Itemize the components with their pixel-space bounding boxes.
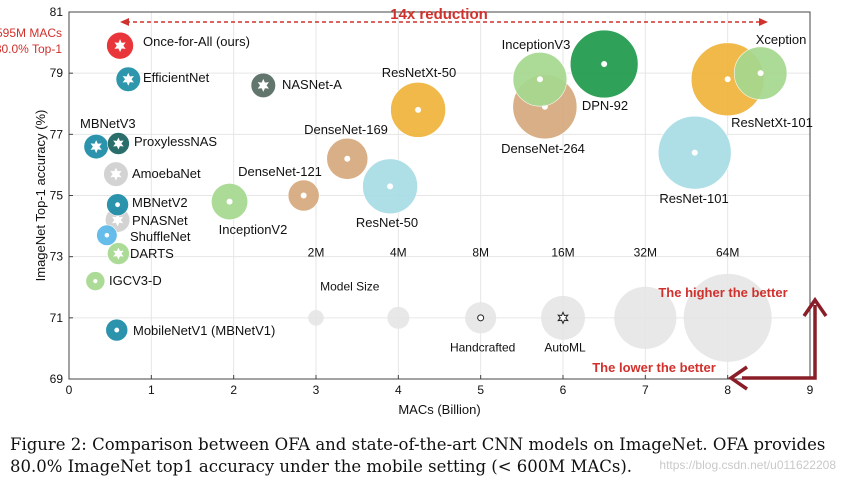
label-mbnetv3: MBNetV3 (80, 116, 136, 131)
point-marker-handcrafted (93, 279, 98, 284)
size-legend-bubble (614, 286, 677, 349)
x-tick-label: 4 (395, 383, 402, 397)
point-marker-automl (113, 137, 124, 150)
ofa-top1-annotation: 80.0% Top-1 (0, 42, 62, 56)
label-efficientnet: EfficientNet (143, 70, 210, 85)
reduction-arrow-right-head (759, 18, 768, 26)
label-inceptionv2: InceptionV2 (219, 222, 288, 237)
figure-caption: Figure 2: Comparison between OFA and sta… (10, 434, 840, 478)
point-marker-handcrafted (114, 327, 120, 333)
watermark: https://blog.csdn.net/u011622208 (659, 458, 836, 472)
label-dpn-92: DPN-92 (582, 98, 628, 113)
x-tick-label: 6 (560, 383, 567, 397)
point-marker-handcrafted (115, 202, 120, 208)
size-legend-label: 8M (472, 246, 489, 260)
label-xception: Xception (756, 32, 807, 47)
point-marker-handcrafted (724, 76, 731, 83)
y-tick-label: 73 (50, 250, 64, 264)
reduction-arrow-left-head (120, 18, 129, 26)
label-amoebanet: AmoebaNet (132, 166, 201, 181)
size-legend-label: 4M (390, 246, 407, 260)
x-tick-label: 2 (230, 383, 237, 397)
label-densenet-169: DenseNet-169 (304, 122, 388, 137)
label-resnetxt-101: ResNetXt-101 (731, 115, 813, 130)
size-legend-bubble (387, 306, 410, 329)
automl-legend-label: AutoML (544, 340, 586, 354)
better-arrow-body (742, 305, 817, 380)
reduction-annotation: 14x reduction (390, 6, 488, 23)
label-inceptionv3: InceptionV3 (502, 37, 571, 52)
label-densenet-121: DenseNet-121 (238, 164, 322, 179)
point-marker-handcrafted (601, 60, 608, 67)
x-tick-label: 3 (313, 383, 320, 397)
label-darts: DARTS (130, 246, 174, 261)
lower-better-annotation: The lower the better (592, 360, 716, 375)
point-marker-automl (90, 140, 102, 154)
point-marker-handcrafted (104, 232, 110, 238)
x-tick-label: 7 (642, 383, 649, 397)
better-arrow-left-head (727, 365, 748, 391)
label-proxylessnas: ProxylessNAS (134, 134, 217, 149)
label-resnet-101: ResNet-101 (659, 191, 728, 206)
caption-line-2: 80.0% ImageNet top1 accuracy under the m… (10, 457, 633, 476)
label-pnasnet: PNASNet (132, 213, 188, 228)
x-axis-label: MACs (Billion) (398, 402, 480, 417)
ofa-comparison-chart: 0 1 2 3 4 5 6 7 8 9 69 71 73 75 77 79 81 MACs (Billion) Im… (0, 5, 828, 417)
higher-better-annotation: The higher the better (658, 285, 787, 300)
label-igcv3-d: IGCV3-D (109, 273, 162, 288)
x-tick-label: 8 (724, 383, 731, 397)
label-once-for-all-ours: Once-for-All (ours) (143, 34, 250, 49)
ofa-macs-annotation: 595M MACs (0, 26, 62, 40)
point-marker-handcrafted (387, 183, 394, 190)
point-marker-automl (257, 78, 269, 92)
point-marker-handcrafted (757, 70, 764, 77)
label-resnetxt-50: ResNetXt-50 (382, 65, 456, 80)
x-tick-label: 9 (807, 383, 814, 397)
y-axis-label: ImageNet Top-1 accuracy (%) (33, 110, 48, 282)
label-resnet-50: ResNet-50 (356, 215, 418, 230)
y-tick-label: 69 (50, 372, 64, 386)
label-nasnet-a: NASNet-A (282, 77, 342, 92)
point-marker-automl (113, 247, 124, 260)
point-marker-handcrafted (415, 106, 422, 113)
x-tick-label: 0 (66, 383, 73, 397)
size-legend-label: 32M (634, 246, 657, 260)
point-marker-handcrafted (691, 149, 698, 156)
size-legend-label: 2M (308, 246, 325, 260)
label-mbnetv2: MBNetV2 (132, 195, 188, 210)
caption-line-1: Figure 2: Comparison between OFA and sta… (10, 435, 826, 454)
label-densenet-264: DenseNet-264 (501, 141, 585, 156)
point-marker-automl (114, 39, 126, 53)
y-tick-label: 77 (50, 127, 64, 141)
y-tick-label: 79 (50, 66, 64, 80)
size-legend-bubble (308, 310, 324, 326)
handcrafted-legend-marker (477, 314, 485, 322)
automl-legend-marker (557, 311, 569, 325)
point-marker-handcrafted (300, 192, 307, 199)
label-mobilenetv1-mbnetv1: MobileNetV1 (MBNetV1) (133, 323, 275, 338)
x-tick-label: 5 (477, 383, 484, 397)
point-marker-automl (111, 213, 124, 227)
y-tick-label: 71 (50, 311, 64, 325)
point-marker-handcrafted (344, 155, 351, 162)
handcrafted-legend-label: Handcrafted (450, 340, 515, 354)
better-arrow-up-head (802, 296, 828, 317)
y-tick-label: 81 (50, 5, 64, 19)
x-tick-label: 1 (148, 383, 155, 397)
point-marker-handcrafted (226, 198, 233, 205)
size-legend-label: 16M (551, 246, 574, 260)
point-marker-automl (110, 167, 122, 181)
point-marker-handcrafted (536, 76, 543, 83)
point-marker-automl (122, 72, 134, 86)
size-legend-title: Model Size (320, 279, 380, 293)
label-shufflenet: ShuffleNet (130, 229, 191, 244)
size-legend-bubble (683, 273, 772, 362)
size-legend-label: 64M (716, 246, 739, 260)
y-tick-label: 75 (50, 189, 64, 203)
